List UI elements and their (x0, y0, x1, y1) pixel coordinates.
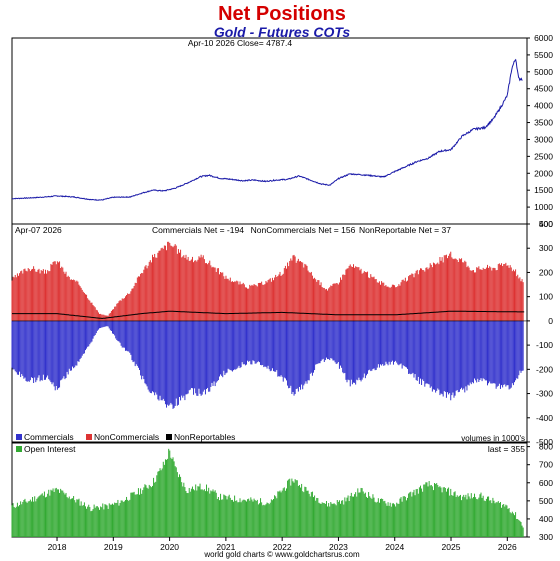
net-y-tick-label: 100 (539, 292, 553, 302)
x-tick-label: 2026 (498, 542, 517, 552)
x-tick-label: 2018 (48, 542, 67, 552)
oi-y-tick-label: 400 (539, 514, 553, 524)
net-y-axis: -500 -400 -300 -200 -100 0 100 200 300 400 (527, 219, 553, 447)
legend-swatch-nonreportables (166, 434, 172, 440)
nonreportables-line (12, 310, 525, 320)
net-y-tick-label: -500 (536, 437, 553, 447)
net-header-noncommercials: NonCommercials Net = 156 (251, 225, 356, 235)
chart-subtitle: Gold - Futures COTs (214, 24, 351, 40)
price-y-tick-label: 5000 (534, 67, 553, 77)
oi-y-tick-label: 800 (539, 442, 553, 452)
net-y-tick-label: 200 (539, 267, 553, 277)
open-interest-bars (11, 448, 524, 537)
x-tick-label: 2020 (160, 542, 179, 552)
price-y-tick-label: 4000 (534, 101, 553, 111)
price-y-tick-label: 2500 (534, 151, 553, 161)
legend-nonreportables: NonReportables (174, 432, 235, 442)
price-y-tick-label: 5500 (534, 50, 553, 60)
x-tick-label: 2024 (385, 542, 404, 552)
open-interest-last: last = 355 (488, 444, 525, 454)
price-y-tick-label: 3000 (534, 134, 553, 144)
net-legend: Commercials NonCommercials NonReportable… (16, 432, 235, 442)
x-tick-label: 2025 (442, 542, 461, 552)
oi-y-tick-label: 500 (539, 496, 553, 506)
price-y-tick-label: 2000 (534, 168, 553, 178)
oi-y-tick-label: 700 (539, 460, 553, 470)
net-y-tick-label: -300 (536, 389, 553, 399)
legend-swatch-commercials (16, 434, 22, 440)
net-y-tick-label: -400 (536, 413, 553, 423)
price-y-tick-label: 6000 (534, 33, 553, 43)
x-tick-label: 2023 (329, 542, 348, 552)
net-header-nonreportable: NonReportable Net = 37 (359, 225, 451, 235)
x-tick-label: 2022 (273, 542, 292, 552)
footer-credit: world gold charts © www.goldchartsrus.co… (203, 550, 360, 559)
legend-swatch-noncommercials (86, 434, 92, 440)
price-panel (11, 37, 528, 225)
price-y-tick-label: 500 (539, 219, 553, 229)
price-line (12, 58, 523, 201)
open-interest-y-axis: 300 400 500 600 700 800 (527, 442, 553, 542)
price-y-tick-label: 4500 (534, 84, 553, 94)
oi-y-tick-label: 600 (539, 478, 553, 488)
net-y-tick-label: 300 (539, 243, 553, 253)
chart-title: Net Positions (218, 3, 346, 25)
x-tick-label: 2021 (216, 542, 235, 552)
legend-swatch-open-interest (16, 446, 22, 452)
legend-commercials: Commercials (24, 432, 74, 442)
x-tick-label: 2019 (104, 542, 123, 552)
net-header-date: Apr-07 2026 (15, 225, 62, 235)
volume-note: volumes in 1000's (461, 434, 525, 443)
net-y-tick-label: -200 (536, 364, 553, 374)
x-axis: 2018 2019 2020 2021 2022 2023 2024 2025 2026 (48, 537, 517, 552)
legend-noncommercials: NonCommercials (94, 432, 159, 442)
net-y-tick-label: 400 (539, 219, 553, 229)
price-y-tick-label: 3500 (534, 118, 553, 128)
legend-open-interest: Open Interest (24, 444, 76, 454)
net-y-tick-label: 0 (548, 316, 553, 326)
net-header-commercials: Commercials Net = -194 (152, 225, 244, 235)
oi-y-tick-label: 300 (539, 532, 553, 542)
price-y-axis: 500 1000 1500 2000 2500 3000 3500 4000 4500 5000 5… (527, 33, 553, 229)
net-y-tick-label: -100 (536, 340, 553, 350)
price-header: Apr-10 2026 Close= 4787.4 (188, 38, 292, 48)
price-y-tick-label: 1000 (534, 202, 553, 212)
price-y-tick-label: 1500 (534, 185, 553, 195)
